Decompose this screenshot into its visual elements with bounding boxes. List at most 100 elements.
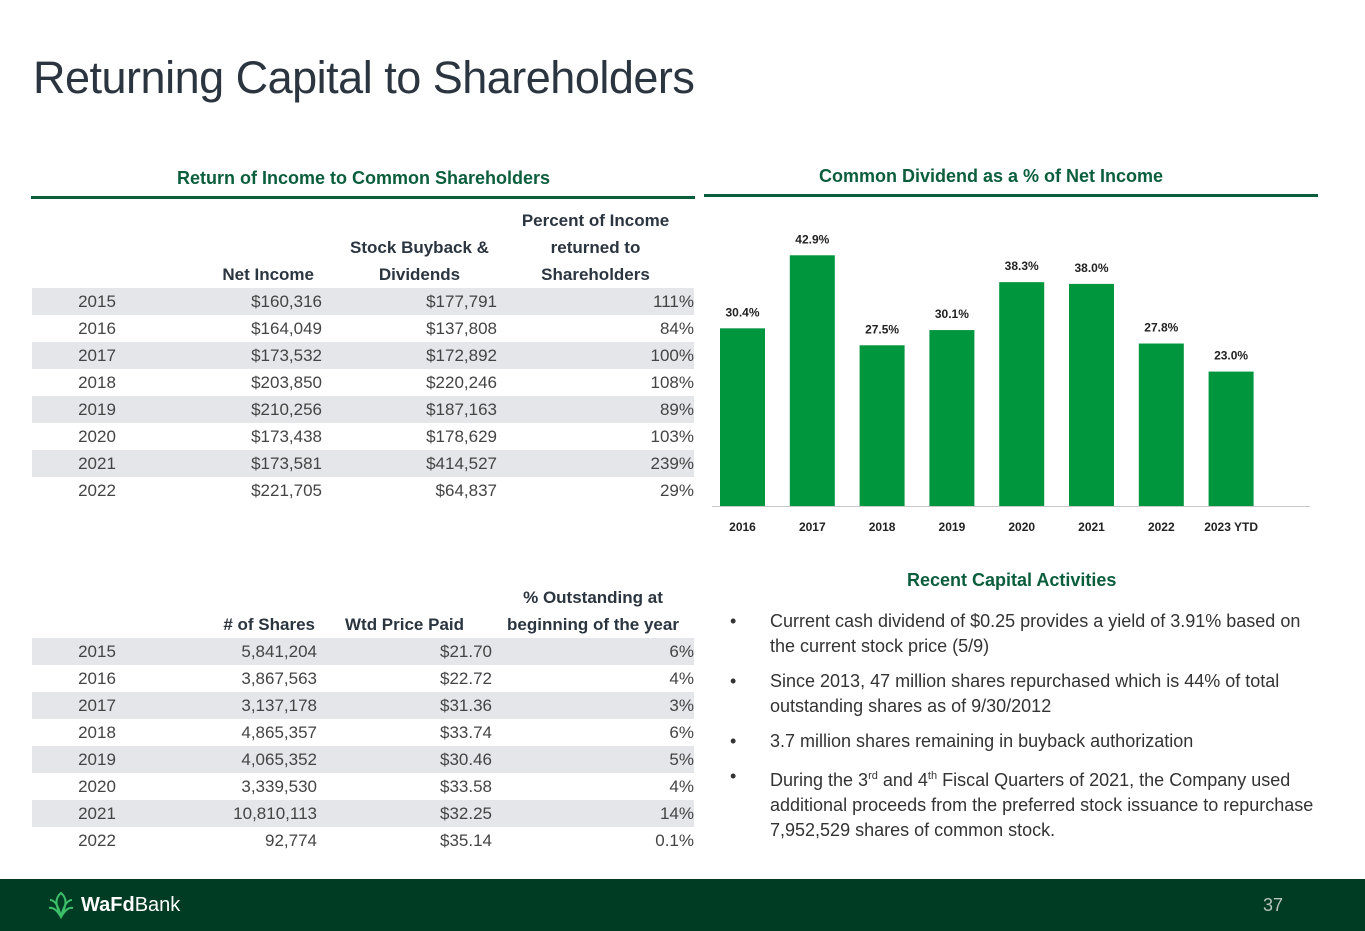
shares-table-cell: 5,841,204 xyxy=(162,638,317,665)
activity-item: • Since 2013, 47 million shares repurchas… xyxy=(726,669,1316,719)
shares-table-cell: 14% xyxy=(492,800,694,827)
dividend-data-label: 27.5% xyxy=(865,322,899,336)
activity-text: Since 2013, 47 million shares repurchase… xyxy=(770,671,1280,716)
shares-table-row: 2017 3,137,178 $31.36 3% xyxy=(32,692,694,719)
income-table-cell: $160,316 xyxy=(162,288,322,315)
income-table-cell: $210,256 xyxy=(162,396,322,423)
income-table-cell: 2021 xyxy=(32,450,162,477)
dividend-data-label: 23.0% xyxy=(1214,349,1248,363)
shares-table-cell: 2019 xyxy=(32,746,162,773)
income-table-cell: $137,808 xyxy=(426,318,497,338)
dividend-data-label: 38.3% xyxy=(1005,259,1039,273)
income-table-cell: $173,581 xyxy=(162,450,322,477)
income-header-buyback-dividends: Stock Buyback & Dividends xyxy=(350,238,489,284)
income-table-cell: $164,049 xyxy=(251,318,322,338)
bullet-dot: • xyxy=(730,671,737,691)
page-number: 37 xyxy=(1262,895,1283,915)
shares-table-cell: 2020 xyxy=(78,776,116,796)
income-table-row: 2019 $210,256 $187,163 89% xyxy=(32,396,694,423)
dividend-data-label: 38.0% xyxy=(1074,261,1108,275)
dividend-bar xyxy=(999,282,1045,506)
dividend-section-title: Common Dividend as a % of Net Income xyxy=(819,166,1164,186)
income-table-cell: 2015 xyxy=(32,288,162,315)
activity-item: • 3.7 million shares remaining in buyback… xyxy=(726,729,1316,754)
shares-table-cell: 4% xyxy=(669,668,694,688)
dividend-x-tick-label: 2022 xyxy=(1148,520,1175,534)
shares-table-cell: 2016 xyxy=(78,668,116,688)
shares-table-cell: 3,867,563 xyxy=(241,668,317,688)
dividend-bar xyxy=(1138,343,1184,506)
shares-table-cell: 2021 xyxy=(32,800,162,827)
dividend-bar xyxy=(1208,371,1254,506)
income-table-cell: 2018 xyxy=(78,372,116,392)
income-table-cell: $187,163 xyxy=(322,396,497,423)
income-table-cell: $221,705 xyxy=(251,480,322,500)
activity-text: Current cash dividend of $0.25 provides … xyxy=(770,611,1301,656)
income-section-title: Return of Income to Common Shareholders xyxy=(177,168,551,188)
income-table-cell: $414,527 xyxy=(322,450,497,477)
shares-table-cell: 4,865,357 xyxy=(241,722,317,742)
income-table-cell: 239% xyxy=(497,450,694,477)
income-table-cell: 89% xyxy=(497,396,694,423)
shares-table-cell: 6% xyxy=(669,722,694,742)
shares-table-cell: 0.1% xyxy=(655,830,694,850)
income-table-cell: 2022 xyxy=(78,480,116,500)
income-table-row: 2021 $173,581 $414,527 239% xyxy=(32,450,694,477)
shares-table-cell: 2022 xyxy=(78,830,116,850)
income-table-cell: 2017 xyxy=(32,342,162,369)
dividend-bar-chart: 30.4% 2016 42.9% 2017 27.5% 2018 30.1% 2019 38.3… xyxy=(712,232,1310,534)
shares-table-cell: $33.58 xyxy=(440,776,492,796)
activity-item: • Current cash dividend of $0.25 provides… xyxy=(726,609,1316,659)
activities-title: Recent Capital Activities xyxy=(907,570,1117,590)
dividend-data-label: 30.1% xyxy=(935,307,969,321)
dividend-x-tick-label: 2016 xyxy=(729,520,756,534)
activity-item: • During the 3rd and 4th Fiscal Quarters … xyxy=(726,764,1316,843)
income-table-row: 2016 $164,049 $137,808 84% xyxy=(32,315,694,342)
income-table-cell: $172,892 xyxy=(322,342,497,369)
leaf-logo-icon xyxy=(48,891,74,920)
income-table-cell: $173,438 xyxy=(251,426,322,446)
shares-table-row: 2019 4,065,352 $30.46 5% xyxy=(32,746,694,773)
shares-table-cell: 92,774 xyxy=(265,830,317,850)
dividend-bar xyxy=(720,328,765,506)
footer: WaFdBank 37 xyxy=(0,879,1365,931)
income-table-cell: 29% xyxy=(659,480,694,500)
income-table-cell: $64,837 xyxy=(435,480,497,500)
income-table: Net Income Stock Buyback & Dividends Per… xyxy=(32,204,694,504)
logo-text-light: Bank xyxy=(134,893,181,916)
activity-superscript: th xyxy=(927,770,938,782)
dividend-bar xyxy=(789,255,835,506)
dividend-x-tick-label: 2020 xyxy=(1008,520,1035,534)
income-table-cell: 100% xyxy=(497,342,694,369)
activity-text: Fiscal Quarters of 2021, the Company use… xyxy=(770,770,1314,840)
activity-text: 3.7 million shares remaining in buyback … xyxy=(770,731,1194,751)
shares-table-cell: $22.72 xyxy=(440,668,492,688)
activity-text: and 4 xyxy=(877,770,928,790)
dividend-x-tick-label: 2023 YTD xyxy=(1204,520,1258,534)
shares-table-cell: $32.25 xyxy=(317,800,492,827)
shares-table-cell: $21.70 xyxy=(317,638,492,665)
shares-table-row: 2020 3,339,530 $33.58 4% xyxy=(32,773,694,800)
shares-table-cell: $33.74 xyxy=(440,722,492,742)
shares-table-row: 2022 92,774 $35.14 0.1% xyxy=(32,827,694,854)
shares-table-row: 2015 5,841,204 $21.70 6% xyxy=(32,638,694,665)
income-table-row: 2015 $160,316 $177,791 111% xyxy=(32,288,694,315)
income-table-cell: $177,791 xyxy=(322,288,497,315)
shares-table-cell: 5% xyxy=(492,746,694,773)
income-table-cell: $220,246 xyxy=(426,372,497,392)
shares-table-cell: 10,810,113 xyxy=(162,800,317,827)
dividend-section-rule xyxy=(704,194,1318,197)
income-table-cell: 111% xyxy=(497,288,694,315)
dividend-x-tick-label: 2019 xyxy=(939,520,966,534)
shares-table-cell: 4,065,352 xyxy=(162,746,317,773)
shares-table-cell: 4% xyxy=(669,776,694,796)
income-table-row: 2020 $173,438 $178,629 103% xyxy=(32,423,694,450)
income-table-row: 2022 $221,705 $64,837 29% xyxy=(32,477,694,504)
shares-table-cell: $35.14 xyxy=(440,830,492,850)
dividend-x-tick-label: 2021 xyxy=(1078,520,1105,534)
dividend-x-tick-label: 2017 xyxy=(799,520,826,534)
income-table-cell: $203,850 xyxy=(251,372,322,392)
dividend-data-label: 42.9% xyxy=(795,232,829,246)
shares-header-outstanding: % Outstanding at beginning of the year xyxy=(507,588,679,634)
dividend-x-tick-label: 2018 xyxy=(869,520,896,534)
